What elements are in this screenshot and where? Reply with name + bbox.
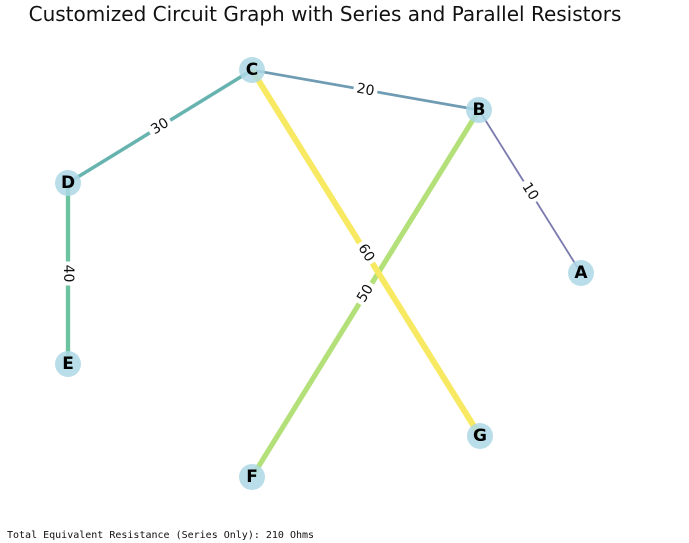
node-circle xyxy=(239,57,265,83)
node-label: F xyxy=(246,467,258,487)
node-circle xyxy=(55,170,81,196)
node-label: G xyxy=(473,426,487,446)
edge-label: 40 xyxy=(60,265,76,283)
edge-label-background xyxy=(516,176,544,207)
node-circle xyxy=(467,423,493,449)
edge-label-group: 40 xyxy=(59,261,77,286)
edge-label-background xyxy=(352,238,380,268)
edge-label-group: 50 xyxy=(351,278,380,309)
node-circle xyxy=(568,260,594,286)
node-label: C xyxy=(246,60,258,80)
node-label: E xyxy=(62,354,74,374)
edge-label-background xyxy=(59,261,77,286)
edge-label-group: 30 xyxy=(145,112,175,141)
node-label: D xyxy=(61,173,75,193)
node-b: B xyxy=(466,97,492,123)
edge-label: 50 xyxy=(354,282,377,306)
node-g: G xyxy=(467,423,493,449)
node-circle xyxy=(466,97,492,123)
edges-layer: 10 20 30 40 50 60 xyxy=(59,68,582,479)
edge-label-background xyxy=(145,112,175,141)
edge-label-group: 20 xyxy=(352,79,379,101)
node-a: A xyxy=(568,260,594,286)
node-circle xyxy=(239,464,265,490)
total-resistance-text: Total Equivalent Resistance (Series Only… xyxy=(7,530,314,541)
edge-label-group: 60 xyxy=(352,238,380,268)
node-f: F xyxy=(239,464,265,490)
node-e: E xyxy=(55,351,81,377)
node-d: D xyxy=(55,170,81,196)
graph-title: Customized Circuit Graph with Series and… xyxy=(29,2,622,26)
node-label: B xyxy=(473,100,486,120)
edge-label-group: 10 xyxy=(516,176,544,207)
edge-label-background xyxy=(352,79,379,101)
nodes-layer: C B D A E G F xyxy=(55,57,594,490)
edge-label: 20 xyxy=(355,81,375,100)
node-c: C xyxy=(239,57,265,83)
edge-label-background xyxy=(351,278,380,309)
node-label: A xyxy=(574,263,588,283)
edge-label: 30 xyxy=(148,115,172,138)
node-circle xyxy=(55,351,81,377)
